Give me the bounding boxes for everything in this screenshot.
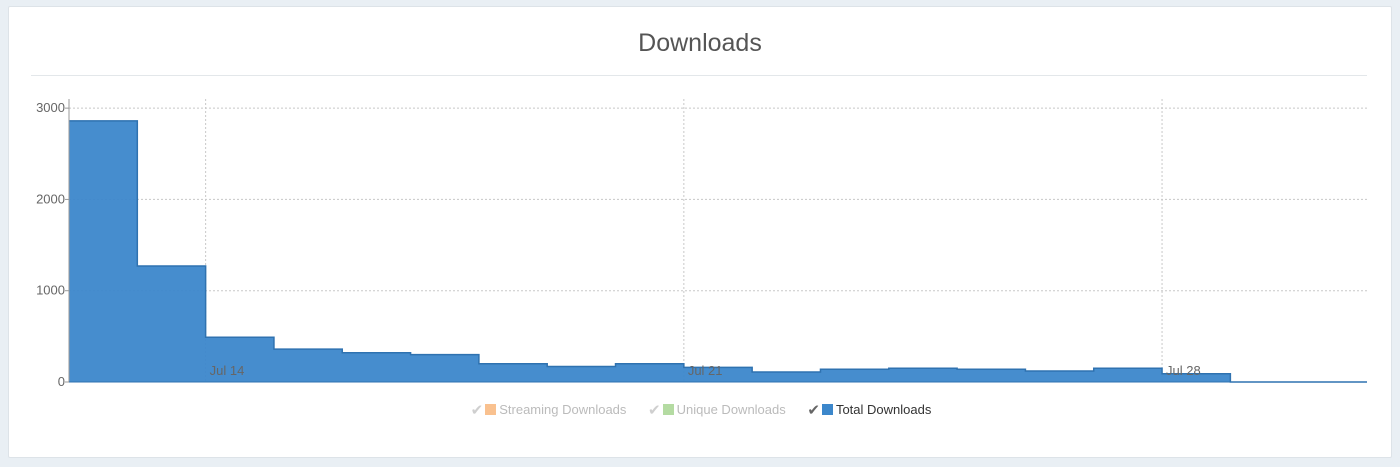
data-step xyxy=(1025,371,1093,382)
grid-lines xyxy=(69,99,1367,382)
chart-legend: ✔ Streaming Downloads ✔ Unique Downloads ✔… xyxy=(9,401,1393,419)
legend-item-unique[interactable]: ✔ Unique Downloads xyxy=(648,401,786,419)
legend-swatch xyxy=(821,404,833,415)
y-tick-label: 2000 xyxy=(36,191,65,206)
x-tick-label: Jul 21 xyxy=(688,363,723,378)
data-step xyxy=(547,366,615,382)
data-step xyxy=(820,369,888,382)
legend-label: Unique Downloads xyxy=(676,402,786,417)
check-icon: ✔ xyxy=(807,402,820,419)
data-step xyxy=(889,368,957,382)
x-tick-label: Jul 28 xyxy=(1166,363,1201,378)
legend-swatch xyxy=(662,404,674,415)
data-step xyxy=(411,355,479,382)
data-step xyxy=(274,349,342,382)
data-step xyxy=(752,372,820,382)
x-tick-label: Jul 14 xyxy=(210,363,245,378)
data-step xyxy=(957,369,1025,382)
series-area xyxy=(69,120,1367,383)
data-step xyxy=(616,364,684,382)
data-step xyxy=(479,364,547,382)
downloads-chart: 0 1000 2000 3000 Jul 14 Jul 21 Jul 28 xyxy=(36,99,1367,389)
data-step xyxy=(137,266,205,382)
y-tick-label: 0 xyxy=(58,374,65,389)
check-icon: ✔ xyxy=(648,402,661,419)
check-icon: ✔ xyxy=(470,402,484,419)
area-fill-total-downloads xyxy=(69,120,1367,383)
legend-label: Total Downloads xyxy=(835,402,932,417)
legend-item-total[interactable]: ✔ Total Downloads xyxy=(807,401,931,419)
y-tick-label: 1000 xyxy=(36,283,65,298)
legend-label: Streaming Downloads xyxy=(499,402,627,417)
data-step xyxy=(342,353,410,382)
tick-labels: 0 1000 2000 3000 Jul 14 Jul 21 Jul 28 xyxy=(36,100,1201,389)
legend-item-streaming[interactable]: ✔ Streaming Downloads xyxy=(471,401,627,419)
data-step xyxy=(69,121,137,382)
data-step xyxy=(1094,368,1162,382)
y-tick-label: 3000 xyxy=(36,100,65,115)
downloads-panel: Downloads 0 1000 2000 3000 Jul 14 Jul 21 Jul 2… xyxy=(8,6,1392,458)
area-line-total-downloads xyxy=(69,120,1367,383)
chart-title: Downloads xyxy=(638,29,762,57)
title-divider xyxy=(31,75,1367,76)
axes xyxy=(65,99,1367,383)
legend-swatch xyxy=(485,404,497,415)
